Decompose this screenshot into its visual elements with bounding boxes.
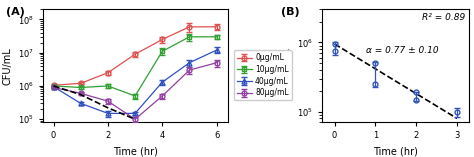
- Text: (B): (B): [281, 7, 300, 17]
- Y-axis label: CFU/mL: CFU/mL: [282, 47, 292, 85]
- X-axis label: Time (hr): Time (hr): [113, 146, 157, 156]
- Text: α = 0.77 ± 0.10: α = 0.77 ± 0.10: [366, 46, 439, 55]
- Legend: 0μg/mL, 10μg/mL, 40μg/mL, 80μg/mL: 0μg/mL, 10μg/mL, 40μg/mL, 80μg/mL: [234, 50, 292, 100]
- Text: R² = 0.89: R² = 0.89: [421, 13, 465, 22]
- Text: (A): (A): [6, 7, 25, 17]
- Y-axis label: CFU/mL: CFU/mL: [2, 47, 12, 85]
- X-axis label: Time (hr): Time (hr): [374, 146, 418, 156]
